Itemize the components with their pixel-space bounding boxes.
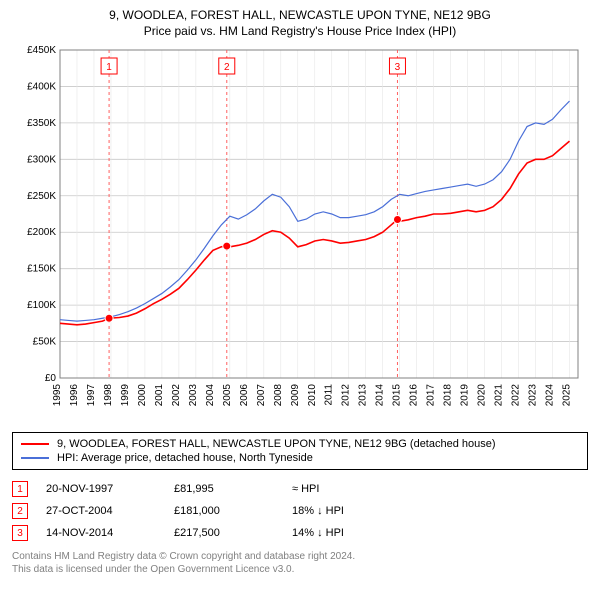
svg-text:2004: 2004 xyxy=(205,384,216,407)
svg-text:2025: 2025 xyxy=(562,384,573,407)
svg-text:1998: 1998 xyxy=(103,384,114,407)
svg-text:1: 1 xyxy=(106,62,112,73)
svg-text:£350K: £350K xyxy=(27,118,56,129)
svg-text:1997: 1997 xyxy=(86,384,97,407)
sale-price-1: £81,995 xyxy=(174,483,274,495)
svg-text:2016: 2016 xyxy=(409,384,420,407)
svg-text:£250K: £250K xyxy=(27,191,56,202)
svg-text:£200K: £200K xyxy=(27,227,56,238)
svg-text:2006: 2006 xyxy=(239,384,250,407)
legend-swatch-hpi xyxy=(21,457,49,459)
svg-text:1995: 1995 xyxy=(52,384,63,407)
svg-text:2018: 2018 xyxy=(443,384,454,407)
footer-line-2: This data is licensed under the Open Gov… xyxy=(12,563,588,576)
svg-text:2000: 2000 xyxy=(137,384,148,407)
title-line-1: 9, WOODLEA, FOREST HALL, NEWCASTLE UPON … xyxy=(12,8,588,22)
sale-date-2: 27-OCT-2004 xyxy=(46,505,156,517)
svg-text:2: 2 xyxy=(224,62,230,73)
sale-diff-1: ≈ HPI xyxy=(292,483,452,495)
svg-text:£450K: £450K xyxy=(27,45,56,56)
sales-row-3: 3 14-NOV-2014 £217,500 14% ↓ HPI xyxy=(12,522,588,544)
legend-row-subject: 9, WOODLEA, FOREST HALL, NEWCASTLE UPON … xyxy=(21,437,579,451)
svg-text:2003: 2003 xyxy=(188,384,199,407)
footer: Contains HM Land Registry data © Crown c… xyxy=(12,550,588,576)
svg-text:2012: 2012 xyxy=(341,384,352,407)
sale-diff-2: 18% ↓ HPI xyxy=(292,505,452,517)
sale-marker-2: 2 xyxy=(12,503,28,519)
legend-swatch-subject xyxy=(21,443,49,445)
svg-text:2019: 2019 xyxy=(460,384,471,407)
sale-marker-3-num: 3 xyxy=(17,528,23,539)
svg-text:£0: £0 xyxy=(45,373,57,384)
svg-text:1999: 1999 xyxy=(120,384,131,407)
svg-text:2008: 2008 xyxy=(273,384,284,407)
svg-text:2020: 2020 xyxy=(477,384,488,407)
sale-price-3: £217,500 xyxy=(174,527,274,539)
svg-text:2023: 2023 xyxy=(528,384,539,407)
svg-text:2005: 2005 xyxy=(222,384,233,407)
svg-text:2021: 2021 xyxy=(494,384,505,407)
svg-text:£50K: £50K xyxy=(33,337,57,348)
legend-row-hpi: HPI: Average price, detached house, Nort… xyxy=(21,451,579,465)
legend: 9, WOODLEA, FOREST HALL, NEWCASTLE UPON … xyxy=(12,432,588,470)
svg-text:£400K: £400K xyxy=(27,81,56,92)
sale-price-2: £181,000 xyxy=(174,505,274,517)
svg-text:2013: 2013 xyxy=(358,384,369,407)
svg-text:3: 3 xyxy=(395,62,401,73)
title-line-2: Price paid vs. HM Land Registry's House … xyxy=(12,24,588,38)
svg-text:2011: 2011 xyxy=(324,384,335,406)
svg-text:2001: 2001 xyxy=(154,384,165,407)
price-chart: £0 £50K £100K £150K £200K £250K £300K £350K £400… xyxy=(12,44,588,422)
sale-marker-1-num: 1 xyxy=(17,484,23,495)
legend-label-subject: 9, WOODLEA, FOREST HALL, NEWCASTLE UPON … xyxy=(57,438,496,450)
svg-text:2010: 2010 xyxy=(307,384,318,407)
svg-text:£100K: £100K xyxy=(27,300,56,311)
sale-marker-3: 3 xyxy=(12,525,28,541)
sale-marker-2-num: 2 xyxy=(17,506,23,517)
chart-svg: £0 £50K £100K £150K £200K £250K £300K £350K £400… xyxy=(12,44,588,422)
svg-text:2014: 2014 xyxy=(375,384,386,407)
sale-date-1: 20-NOV-1997 xyxy=(46,483,156,495)
svg-text:2024: 2024 xyxy=(545,384,556,407)
svg-text:1996: 1996 xyxy=(69,384,80,407)
sales-table: 1 20-NOV-1997 £81,995 ≈ HPI 2 27-OCT-200… xyxy=(12,478,588,544)
footer-line-1: Contains HM Land Registry data © Crown c… xyxy=(12,550,588,563)
svg-text:2009: 2009 xyxy=(290,384,301,407)
svg-text:2022: 2022 xyxy=(511,384,522,407)
legend-label-hpi: HPI: Average price, detached house, Nort… xyxy=(57,452,313,464)
svg-text:2017: 2017 xyxy=(426,384,437,407)
svg-text:2015: 2015 xyxy=(392,384,403,407)
svg-text:£300K: £300K xyxy=(27,154,56,165)
svg-text:2007: 2007 xyxy=(256,384,267,407)
svg-text:£150K: £150K xyxy=(27,264,56,275)
sales-row-1: 1 20-NOV-1997 £81,995 ≈ HPI xyxy=(12,478,588,500)
sale-diff-3: 14% ↓ HPI xyxy=(292,527,452,539)
svg-text:2002: 2002 xyxy=(171,384,182,407)
sale-marker-1: 1 xyxy=(12,481,28,497)
sale-date-3: 14-NOV-2014 xyxy=(46,527,156,539)
sales-row-2: 2 27-OCT-2004 £181,000 18% ↓ HPI xyxy=(12,500,588,522)
chart-title-block: 9, WOODLEA, FOREST HALL, NEWCASTLE UPON … xyxy=(12,8,588,38)
